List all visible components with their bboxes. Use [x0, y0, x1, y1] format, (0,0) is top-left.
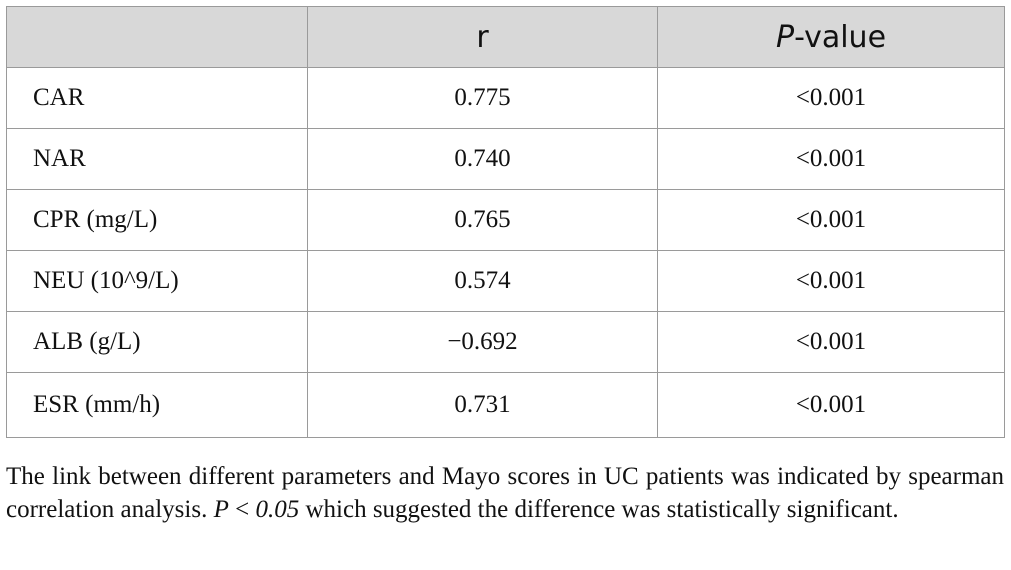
footnote-threshold: 0.05: [255, 495, 300, 523]
p-value-cell: <0.001: [657, 372, 1005, 438]
table-row: CPR (mg/L) 0.765 <0.001: [6, 189, 1005, 251]
parameter-cell: ESR (mm/h): [6, 372, 308, 438]
header-p-letter: P: [775, 19, 795, 55]
parameter-cell: ALB (g/L): [6, 311, 308, 373]
r-cell: 0.775: [307, 67, 658, 129]
parameter-cell: NAR: [6, 128, 308, 190]
correlation-table-container: r P-value CAR 0.775 <0.001 NAR 0.740 <0.…: [6, 6, 1005, 438]
r-cell: 0.574: [307, 250, 658, 312]
table-row: CAR 0.775 <0.001: [6, 67, 1005, 129]
footnote-text-2: <: [228, 495, 256, 523]
r-cell: 0.731: [307, 372, 658, 438]
header-parameter: [6, 6, 308, 68]
p-value-cell: <0.001: [657, 189, 1005, 251]
parameter-cell: NEU (10^9/L): [6, 250, 308, 312]
footnote-text-1: The link between different parameters an…: [6, 463, 1004, 523]
p-value-cell: <0.001: [657, 128, 1005, 190]
parameter-cell: CPR (mg/L): [6, 189, 308, 251]
r-cell: 0.765: [307, 189, 658, 251]
header-p-value: P-value: [657, 6, 1005, 68]
table-row: ESR (mm/h) 0.731 <0.001: [6, 372, 1005, 438]
table-header-row: r P-value: [6, 6, 1005, 68]
table-row: NEU (10^9/L) 0.574 <0.001: [6, 250, 1005, 312]
parameter-cell: CAR: [6, 67, 308, 129]
header-p-suffix: -value: [794, 19, 887, 55]
footnote-p-symbol: P: [213, 495, 229, 523]
r-cell: 0.740: [307, 128, 658, 190]
correlation-table: r P-value CAR 0.775 <0.001 NAR 0.740 <0.…: [6, 6, 1005, 438]
p-value-cell: <0.001: [657, 311, 1005, 373]
r-cell: −0.692: [307, 311, 658, 373]
p-value-cell: <0.001: [657, 250, 1005, 312]
table-footnote: The link between different parameters an…: [6, 461, 1004, 526]
table-row: NAR 0.740 <0.001: [6, 128, 1005, 190]
footnote-text-3: which suggested the difference was stati…: [299, 495, 899, 523]
table-row: ALB (g/L) −0.692 <0.001: [6, 311, 1005, 373]
header-r: r: [307, 6, 658, 68]
p-value-cell: <0.001: [657, 67, 1005, 129]
